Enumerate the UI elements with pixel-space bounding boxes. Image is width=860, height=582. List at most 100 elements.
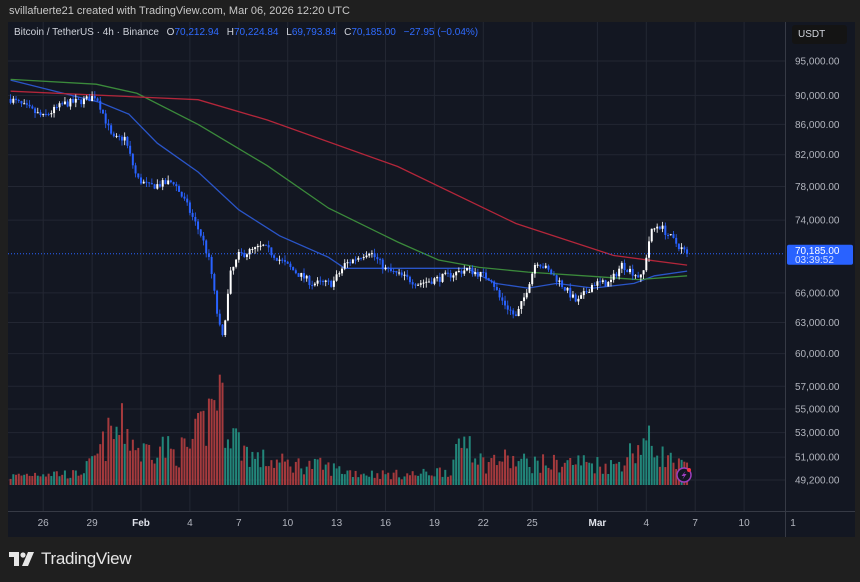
candle	[85, 96, 88, 99]
candle	[180, 191, 183, 197]
candle	[482, 271, 485, 273]
candle	[134, 165, 137, 174]
volume-bar	[629, 443, 631, 485]
candle	[661, 225, 664, 229]
candle	[245, 254, 248, 257]
volume-bar	[561, 466, 564, 485]
volume-bar	[482, 457, 485, 485]
candle	[9, 98, 12, 103]
candle	[381, 259, 384, 270]
candle	[254, 247, 257, 249]
volume-bar	[245, 446, 248, 485]
candle	[683, 247, 686, 250]
candle	[251, 248, 254, 250]
volume-bar	[172, 449, 175, 485]
time-axis[interactable]: 26 29 Feb 4 7 10 13 16 19 22 25 Mar 4 7 10 1	[38, 518, 797, 529]
volume-bar	[637, 445, 640, 485]
candle	[235, 259, 238, 267]
volume-bar	[55, 471, 58, 485]
volume-bar	[69, 477, 72, 485]
symbol-name[interactable]: Bitcoin / TetherUS · 4h · Binance	[14, 27, 159, 38]
volume-bar	[80, 474, 83, 485]
volume-bar	[582, 455, 585, 485]
candle	[547, 265, 550, 270]
volume-bar	[305, 466, 308, 485]
candle	[218, 313, 221, 325]
candle	[349, 262, 352, 264]
candle	[593, 285, 596, 287]
candle	[637, 275, 640, 278]
volume-bar	[406, 473, 409, 485]
candle	[582, 291, 585, 296]
candle	[389, 268, 392, 271]
volume-bar	[395, 469, 398, 485]
candle	[88, 96, 91, 102]
x-tick-label: 25	[527, 518, 539, 529]
candle	[479, 271, 482, 277]
candle	[552, 274, 555, 276]
candle	[12, 98, 15, 103]
volume-bar	[604, 463, 607, 485]
volume-bar	[278, 462, 281, 485]
tradingview-logo[interactable]: TradingView	[9, 549, 132, 569]
y-tick-label: 95,000.00	[795, 57, 840, 68]
volume-bar	[199, 411, 202, 485]
volume-bar	[656, 455, 659, 485]
volume-bar	[183, 438, 186, 485]
close-label: C	[344, 27, 352, 38]
x-tick-label: Feb	[132, 518, 150, 529]
volume-bar	[558, 472, 561, 485]
currency-button[interactable]: USDT	[792, 25, 847, 44]
volume-bar	[580, 465, 583, 485]
candle	[441, 273, 444, 282]
volume-bar	[110, 425, 113, 485]
candle	[42, 113, 45, 116]
candle	[256, 245, 259, 248]
volume-bar	[373, 477, 376, 485]
y-tick-label: 86,000.00	[795, 120, 840, 131]
volume-bar	[120, 403, 123, 485]
volume-bar	[645, 440, 648, 485]
volume-bar	[126, 428, 129, 485]
candle	[373, 253, 376, 258]
lightning-icon[interactable]	[676, 467, 692, 483]
volume-bar	[335, 468, 338, 485]
volume-bar	[615, 463, 618, 485]
candle	[248, 249, 251, 255]
volume-bar	[661, 446, 664, 485]
candle	[216, 290, 219, 314]
volume-bar	[357, 477, 360, 485]
volume-bar	[20, 475, 23, 485]
x-tick-label: 4	[644, 518, 650, 529]
volume-bar	[216, 410, 219, 485]
candle	[645, 257, 648, 271]
volume-bar	[186, 446, 189, 485]
candle	[175, 184, 178, 187]
candle	[172, 182, 175, 185]
price-chart[interactable]: 95,000.00 90,000.00 86,000.00 82,000.00 78,0…	[0, 0, 860, 540]
candle	[580, 295, 583, 299]
volume-bar	[101, 431, 104, 485]
volume-bar	[642, 438, 645, 485]
volume-bar	[506, 455, 509, 485]
candle	[436, 276, 439, 279]
candle	[509, 309, 512, 311]
candle	[444, 272, 447, 274]
volume-bar	[159, 446, 162, 485]
volume-bar	[123, 443, 126, 485]
candle	[504, 300, 507, 306]
price-axis[interactable]: 95,000.00 90,000.00 86,000.00 82,000.00 78,0…	[795, 57, 840, 487]
volume-bar	[672, 462, 675, 485]
candle	[15, 98, 18, 101]
volume-bar	[381, 470, 384, 485]
candle	[131, 153, 134, 166]
volume-bar	[267, 466, 270, 485]
volume-bar	[308, 460, 311, 485]
candle	[351, 259, 354, 263]
candle	[183, 196, 186, 199]
candle	[188, 202, 191, 213]
volume-bar	[577, 455, 580, 485]
candle	[118, 135, 121, 137]
volume-bar	[596, 457, 599, 485]
candle	[686, 249, 689, 254]
